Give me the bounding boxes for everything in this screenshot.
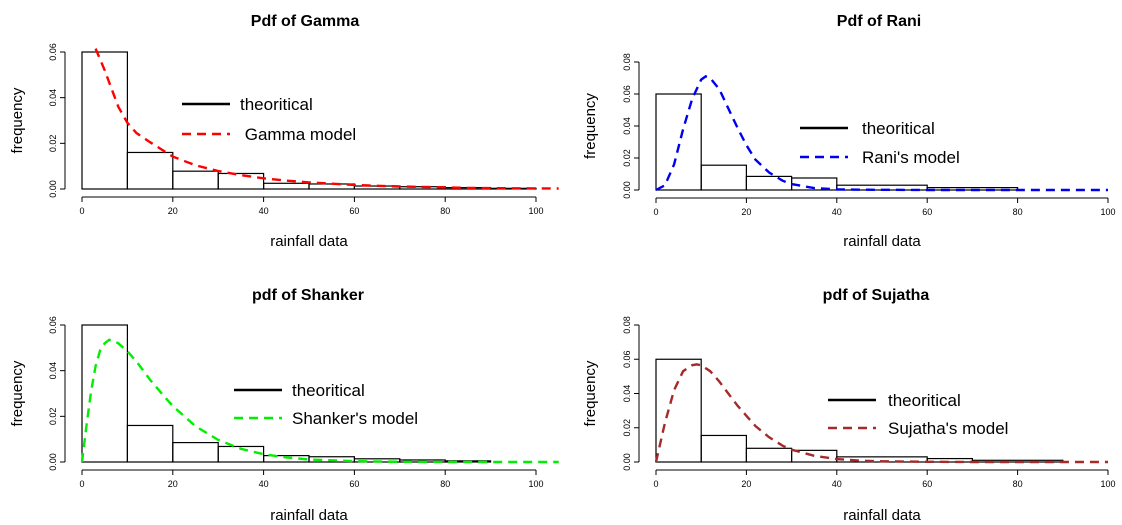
y-axis-label: frequency bbox=[582, 93, 599, 159]
histogram-bar bbox=[81, 324, 129, 463]
legend-label-model: Shanker's model bbox=[292, 409, 418, 428]
chart-panel-2: Pdf of Rani 0 20 40 60 80 100 0.00 0.02 0.04 0.06 0… bbox=[582, 13, 1116, 250]
legend: theoritical Gamma model bbox=[182, 95, 356, 144]
legend-label-theoretical: theoritical bbox=[240, 95, 313, 114]
x-tick-label: 80 bbox=[1013, 479, 1023, 489]
y-axis-label: frequency bbox=[9, 360, 26, 426]
y-tick-label: 0.02 bbox=[48, 135, 58, 153]
model-curve bbox=[94, 48, 559, 190]
legend: theoritical Sujatha's model bbox=[828, 391, 1008, 438]
x-tick-label: 100 bbox=[528, 479, 543, 489]
legend: theoritical Rani's model bbox=[800, 119, 960, 167]
histogram-bar bbox=[217, 445, 265, 463]
x-tick-label: 80 bbox=[440, 479, 450, 489]
chart-panel-4: pdf of Sujatha 0 20 40 60 80 100 0.00 0.02 0.04 0.… bbox=[582, 287, 1116, 524]
chart-panel-3: pdf of Shanker 0 20 40 60 80 100 0.00 0.02 0.04 0.… bbox=[9, 287, 559, 524]
y-tick-label: 0.02 bbox=[622, 149, 632, 167]
legend-label-model: Rani's model bbox=[862, 148, 960, 167]
y-tick-label: 0.04 bbox=[622, 117, 632, 135]
x-tick-label: 60 bbox=[349, 479, 359, 489]
histogram-bar bbox=[745, 175, 793, 191]
y-tick-label: 0.02 bbox=[622, 419, 632, 437]
legend: theoritical Shanker's model bbox=[234, 381, 418, 428]
chart-panel-1: Pdf of Gamma 0 20 40 60 80 100 0.00 0.02 0.04 0.06… bbox=[9, 13, 559, 250]
x-tick-label: 40 bbox=[259, 206, 269, 216]
y-tick-label: 0.02 bbox=[48, 408, 58, 426]
model-curve bbox=[80, 338, 559, 464]
chart-title: Pdf of Gamma bbox=[251, 13, 360, 30]
x-tick-label: 60 bbox=[922, 207, 932, 217]
x-tick-label: 20 bbox=[741, 207, 751, 217]
histogram-bar bbox=[81, 51, 129, 190]
x-tick-label: 100 bbox=[1100, 207, 1115, 217]
histogram-bar bbox=[745, 447, 793, 463]
histogram-bar bbox=[700, 434, 748, 463]
y-tick-label: 0.04 bbox=[622, 385, 632, 403]
x-tick-label: 0 bbox=[79, 206, 84, 216]
model-curve bbox=[655, 75, 1108, 192]
x-axis-label: rainfall data bbox=[843, 507, 921, 524]
y-tick-label: 0.08 bbox=[622, 316, 632, 334]
y-tick-label: 0.00 bbox=[48, 180, 58, 198]
y-tick-label: 0.00 bbox=[622, 453, 632, 471]
x-tick-label: 80 bbox=[1013, 207, 1023, 217]
y-tick-label: 0.08 bbox=[622, 53, 632, 71]
legend-label-theoretical: theoritical bbox=[292, 381, 365, 400]
y-tick-label: 0.06 bbox=[48, 316, 58, 334]
x-tick-label: 0 bbox=[653, 479, 658, 489]
x-tick-label: 20 bbox=[168, 479, 178, 489]
x-tick-label: 0 bbox=[79, 479, 84, 489]
histogram-bar bbox=[263, 182, 310, 190]
chart-title: Pdf of Rani bbox=[837, 13, 921, 30]
x-tick-label: 100 bbox=[528, 206, 543, 216]
histogram-bar bbox=[655, 358, 702, 463]
histogram-bar bbox=[172, 170, 219, 190]
x-tick-label: 20 bbox=[741, 479, 751, 489]
histogram-bar bbox=[700, 164, 748, 191]
histogram-bar bbox=[790, 449, 838, 463]
legend-label-model: Gamma model bbox=[240, 125, 356, 144]
y-tick-label: 0.00 bbox=[622, 181, 632, 199]
x-tick-label: 60 bbox=[349, 206, 359, 216]
histogram-bar bbox=[655, 93, 702, 191]
x-tick-label: 100 bbox=[1100, 479, 1115, 489]
x-tick-label: 40 bbox=[832, 479, 842, 489]
x-tick-label: 40 bbox=[832, 207, 842, 217]
x-tick-label: 20 bbox=[168, 206, 178, 216]
legend-label-theoretical: theoritical bbox=[862, 119, 935, 138]
x-axis-label: rainfall data bbox=[270, 233, 348, 250]
legend-label-theoretical: theoritical bbox=[888, 391, 961, 410]
x-tick-label: 40 bbox=[259, 479, 269, 489]
y-tick-label: 0.04 bbox=[48, 362, 58, 380]
histogram-bar bbox=[926, 457, 974, 463]
y-axis-label: frequency bbox=[582, 360, 599, 426]
chart-title: pdf of Sujatha bbox=[823, 287, 930, 304]
histogram-bar bbox=[126, 424, 174, 463]
chart-title: pdf of Shanker bbox=[252, 287, 364, 304]
y-axis-label: frequency bbox=[9, 87, 26, 153]
y-tick-label: 0.04 bbox=[48, 89, 58, 107]
model-curve bbox=[654, 363, 1108, 464]
y-tick-label: 0.06 bbox=[622, 85, 632, 103]
x-axis-label: rainfall data bbox=[843, 233, 921, 250]
x-tick-label: 0 bbox=[653, 207, 658, 217]
x-tick-label: 60 bbox=[922, 479, 932, 489]
x-tick-label: 80 bbox=[440, 206, 450, 216]
y-tick-label: 0.00 bbox=[48, 453, 58, 471]
histogram-bar bbox=[172, 441, 219, 463]
legend-label-model: Sujatha's model bbox=[888, 419, 1008, 438]
y-tick-label: 0.06 bbox=[48, 43, 58, 61]
histogram-bar bbox=[126, 151, 174, 190]
histogram-bar bbox=[217, 172, 265, 190]
y-tick-label: 0.06 bbox=[622, 350, 632, 368]
x-axis-label: rainfall data bbox=[270, 507, 348, 524]
